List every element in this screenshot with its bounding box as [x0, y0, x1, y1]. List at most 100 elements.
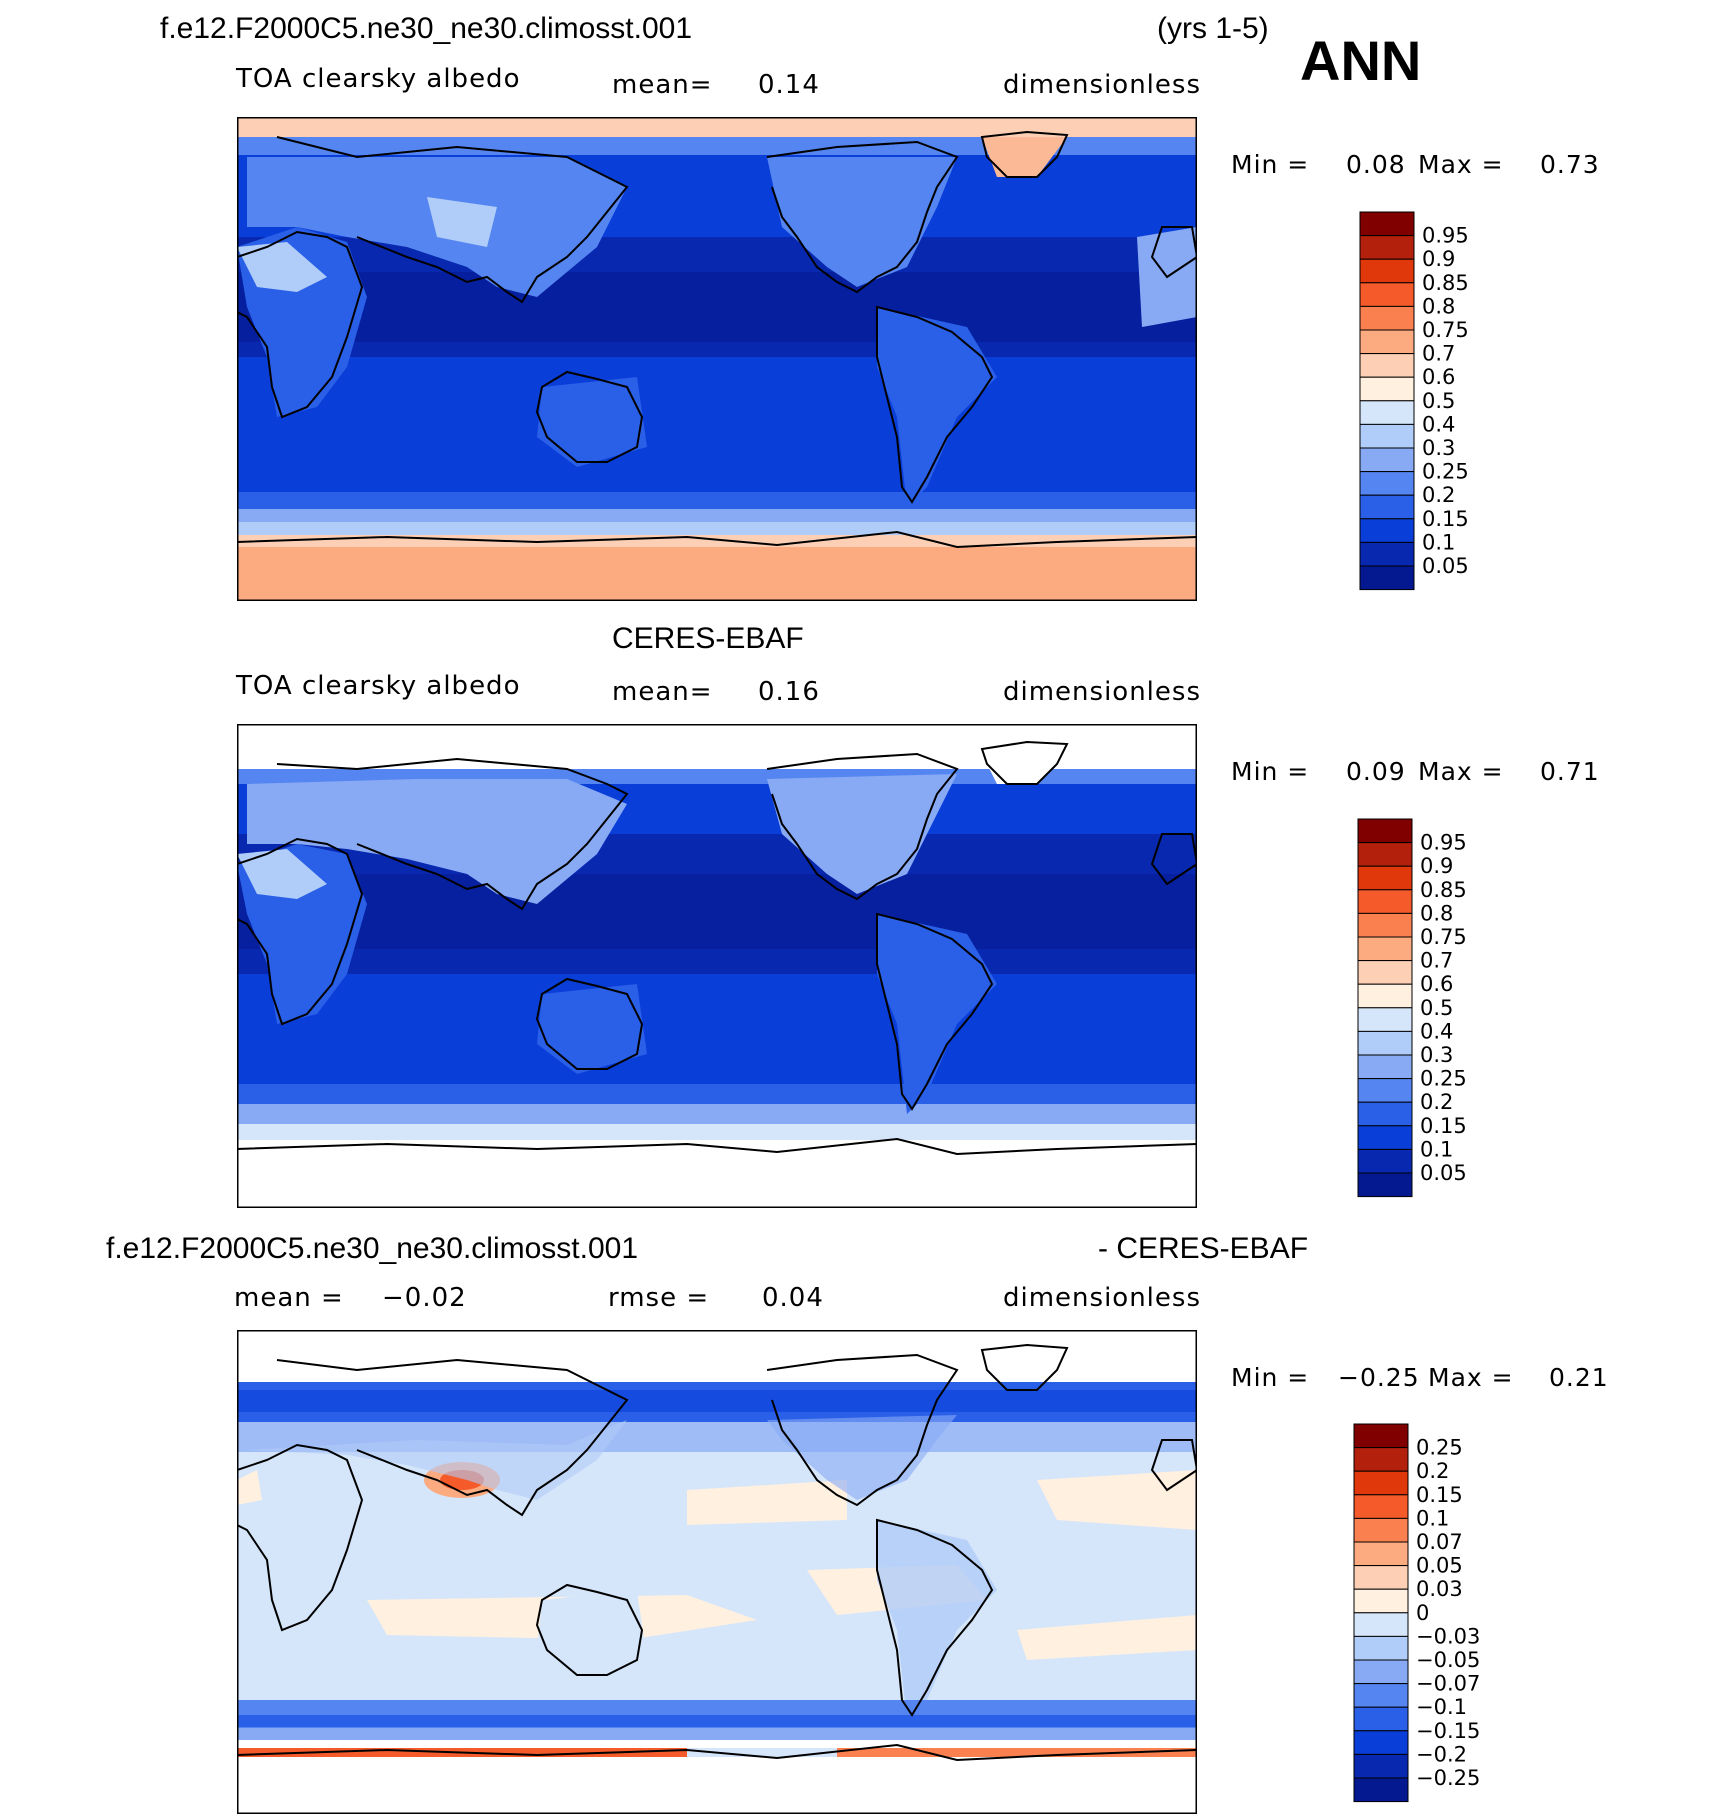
- colorbar-tick-label: −0.07: [1416, 1672, 1480, 1696]
- colorbar-swatch: [1357, 818, 1413, 844]
- colorbar-swatch: [1359, 353, 1415, 378]
- panel1-variable: TOA clearsky albedo: [236, 64, 521, 94]
- colorbar-swatch: [1357, 960, 1413, 985]
- colorbar-tick-label: 0.2: [1416, 1459, 1449, 1483]
- colorbar-swatch: [1357, 1078, 1413, 1103]
- colorbar-swatch: [1353, 1753, 1409, 1779]
- colorbar-tick-label: 0.2: [1420, 1090, 1453, 1114]
- panel3-rmse-value: 0.04: [762, 1283, 824, 1313]
- colorbar-tick-label: 0.07: [1416, 1530, 1463, 1554]
- colorbar-swatch: [1353, 1730, 1409, 1755]
- colorbar-swatch: [1359, 305, 1415, 331]
- colorbar-swatch: [1357, 1172, 1413, 1198]
- season-label: ANN: [1300, 29, 1422, 92]
- colorbar-swatch: [1357, 936, 1413, 962]
- colorbar-swatch: [1353, 1423, 1409, 1449]
- colorbar-swatch: [1357, 1007, 1413, 1032]
- colorbar-tick-label: 0.75: [1420, 925, 1467, 949]
- colorbar-swatch: [1359, 282, 1415, 307]
- colorbar-swatch: [1353, 1565, 1409, 1590]
- panel2-variable: TOA clearsky albedo: [236, 671, 521, 701]
- colorbar-swatch: [1357, 1030, 1413, 1056]
- colorbar-tick-label: 0.03: [1416, 1577, 1463, 1601]
- colorbar-swatch: [1359, 235, 1415, 260]
- colorbar-tick-label: 0.5: [1422, 389, 1455, 413]
- colorbar-tick-label: 0: [1416, 1601, 1429, 1625]
- panel3-title-right: - CERES-EBAF: [1098, 1232, 1309, 1265]
- panel1-max-value: 0.73: [1540, 150, 1600, 179]
- colorbar-tick-label: 0.4: [1422, 412, 1455, 436]
- colorbar-tick-label: 0.05: [1420, 1161, 1467, 1185]
- panel2-max-label: Max =: [1418, 757, 1504, 786]
- colorbar-tick-label: 0.9: [1422, 247, 1455, 271]
- colorbar-tick-label: 0.15: [1416, 1483, 1463, 1507]
- case-title: f.e12.F2000C5.ne30_ne30.climosst.001: [160, 12, 693, 45]
- colorbar-tick-label: 0.05: [1416, 1554, 1463, 1578]
- panel2-min-label: Min =: [1231, 757, 1310, 786]
- panel2-map: [237, 724, 1197, 1208]
- colorbar-tick-label: 0.85: [1420, 878, 1467, 902]
- colorbar-tick-label: 0.1: [1422, 530, 1455, 554]
- colorbar-swatch: [1353, 1659, 1409, 1685]
- colorbar-tick-label: 0.15: [1422, 507, 1469, 531]
- years-label: (yrs 1-5): [1157, 12, 1269, 45]
- colorbar-swatch: [1357, 865, 1413, 891]
- colorbar-swatch: [1353, 1777, 1409, 1803]
- colorbar-tick-label: 0.95: [1420, 831, 1467, 855]
- colorbar-swatch: [1359, 423, 1415, 449]
- panel3-title-left: f.e12.F2000C5.ne30_ne30.climosst.001: [106, 1232, 639, 1265]
- colorbar-tick-label: −0.05: [1416, 1648, 1480, 1672]
- panel3-rmse-label: rmse =: [608, 1283, 710, 1313]
- colorbar-tick-label: −0.25: [1416, 1766, 1480, 1790]
- colorbar-swatch: [1357, 889, 1413, 914]
- colorbar-swatch: [1359, 565, 1415, 591]
- colorbar-tick-label: 0.8: [1422, 294, 1455, 318]
- colorbar-swatch: [1357, 1148, 1413, 1174]
- colorbar-tick-label: 0.75: [1422, 318, 1469, 342]
- colorbar-swatch: [1353, 1683, 1409, 1708]
- colorbar-swatch: [1357, 983, 1413, 1009]
- panel2-mean-label: mean=: [612, 677, 713, 707]
- panel3-mean-label: mean =: [234, 1283, 344, 1313]
- panel1-mean-label: mean=: [612, 70, 713, 100]
- colorbar-tick-label: 0.1: [1416, 1506, 1449, 1530]
- colorbar-tick-label: −0.1: [1416, 1695, 1467, 1719]
- panel3-min-value: −0.25: [1338, 1363, 1420, 1392]
- colorbar-swatch: [1359, 447, 1415, 473]
- colorbar-tick-label: 0.95: [1422, 224, 1469, 248]
- colorbar-tick-label: 0.7: [1422, 342, 1455, 366]
- colorbar-tick-label: 0.25: [1422, 460, 1469, 484]
- panel3-colorbar: 0.250.20.150.10.070.050.030−0.03−0.05−0.…: [1353, 1423, 1480, 1803]
- colorbar-tick-label: 0.25: [1416, 1436, 1463, 1460]
- colorbar-tick-label: 0.8: [1420, 901, 1453, 925]
- panel1-min-value: 0.08: [1346, 150, 1406, 179]
- panel3-units: dimensionless: [1003, 1283, 1201, 1313]
- colorbar-swatch: [1357, 1054, 1413, 1080]
- panel1-min-label: Min =: [1231, 150, 1310, 179]
- panel2-mean-value: 0.16: [758, 677, 820, 707]
- colorbar-tick-label: 0.15: [1420, 1114, 1467, 1138]
- colorbar-tick-label: 0.6: [1420, 972, 1453, 996]
- panel3-map: [237, 1330, 1197, 1814]
- colorbar-tick-label: −0.2: [1416, 1742, 1467, 1766]
- colorbar-swatch: [1359, 541, 1415, 567]
- colorbar-tick-label: 0.85: [1422, 271, 1469, 295]
- colorbar-tick-label: 0.3: [1420, 1043, 1453, 1067]
- colorbar-tick-label: 0.4: [1420, 1019, 1453, 1043]
- panel1-mean-value: 0.14: [758, 70, 820, 100]
- colorbar-tick-label: 0.05: [1422, 554, 1469, 578]
- panel1-map: [237, 117, 1197, 601]
- panel2-max-value: 0.71: [1540, 757, 1600, 786]
- colorbar-tick-label: 0.3: [1422, 436, 1455, 460]
- colorbar-tick-label: 0.25: [1420, 1067, 1467, 1091]
- panel2-units: dimensionless: [1003, 677, 1201, 707]
- colorbar-swatch: [1353, 1612, 1409, 1637]
- colorbar-tick-label: 0.5: [1420, 996, 1453, 1020]
- colorbar-swatch: [1359, 329, 1415, 355]
- panel3-min-label: Min =: [1231, 1363, 1310, 1392]
- panel3-mean-value: −0.02: [382, 1283, 467, 1313]
- colorbar-tick-label: 0.1: [1420, 1137, 1453, 1161]
- colorbar-swatch: [1353, 1588, 1409, 1614]
- panel1-colorbar: 0.950.90.850.80.750.70.60.50.40.30.250.2…: [1359, 211, 1469, 591]
- colorbar-swatch: [1357, 842, 1413, 867]
